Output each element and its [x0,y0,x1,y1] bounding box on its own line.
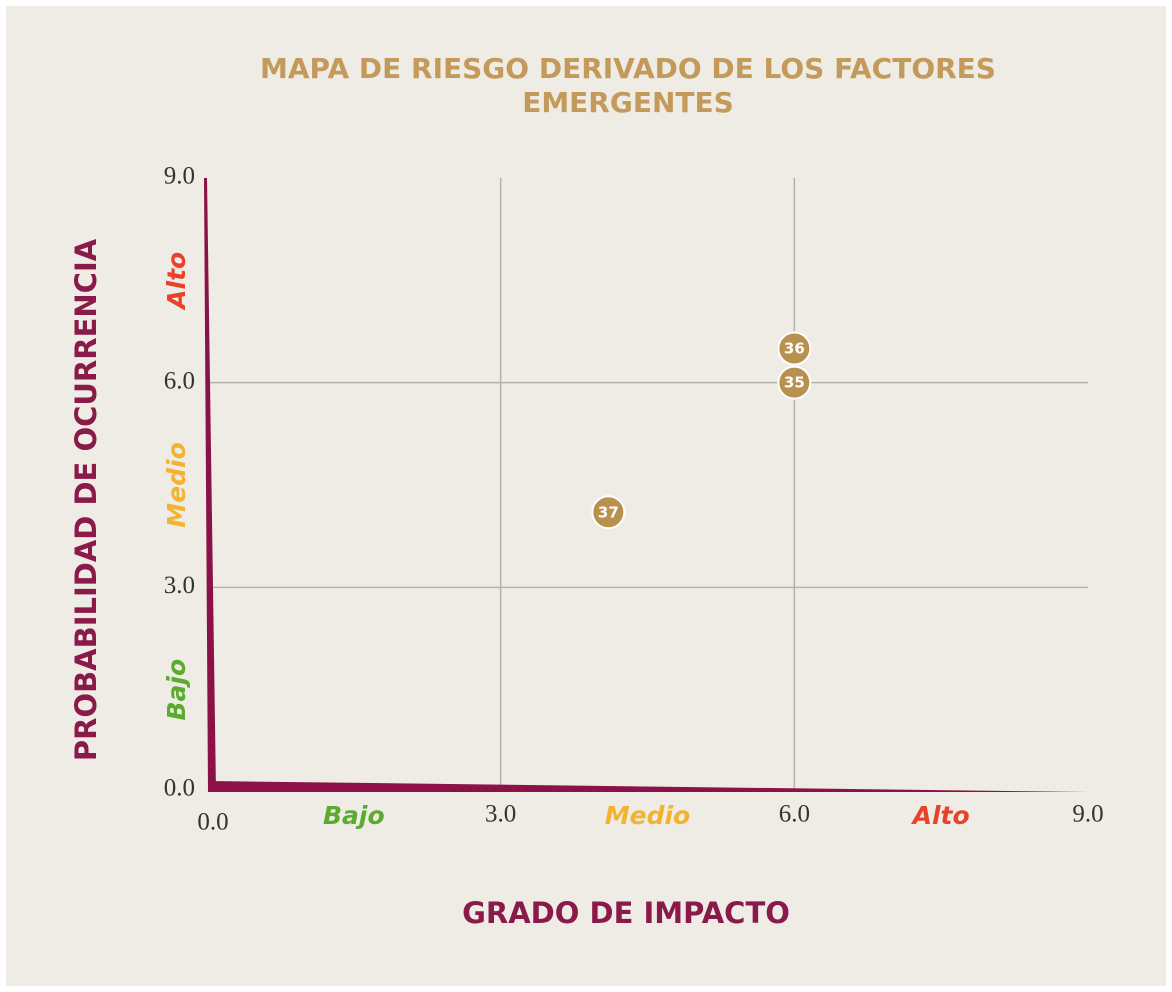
point-label: 35 [784,374,805,392]
x-tick-label: 6.0 [779,801,810,828]
x-tick-label: 3.0 [485,801,516,828]
data-point [777,365,812,400]
y-axis-label: PROBABILIDAD DE OCURRENCIA [69,238,103,761]
point-label: 36 [784,340,805,358]
x-zone-label: Bajo [323,801,385,830]
y-zone-label: Bajo [162,659,191,721]
x-tick-label: 0.0 [197,809,228,836]
x-zone-label: Medio [605,801,690,830]
data-point [777,331,812,366]
x-axis-label: GRADO DE IMPACTO [462,896,790,930]
y-zone-label: Medio [162,442,191,527]
y-tick-label: 0.0 [164,775,195,802]
y-zone-label: Alto [162,252,191,311]
y-axis [204,178,216,792]
y-tick-label: 6.0 [164,367,195,394]
y-tick-label: 3.0 [164,572,195,599]
data-point [591,495,626,530]
chart-title: MAPA DE RIESGO DERIVADO DE LOS FACTORES … [260,52,996,119]
x-zone-label: Alto [911,801,970,830]
background [6,6,1166,986]
x-axis [208,781,1088,792]
y-tick-label: 9.0 [164,163,195,190]
point-label: 37 [598,503,619,521]
x-tick-label: 9.0 [1072,801,1103,828]
